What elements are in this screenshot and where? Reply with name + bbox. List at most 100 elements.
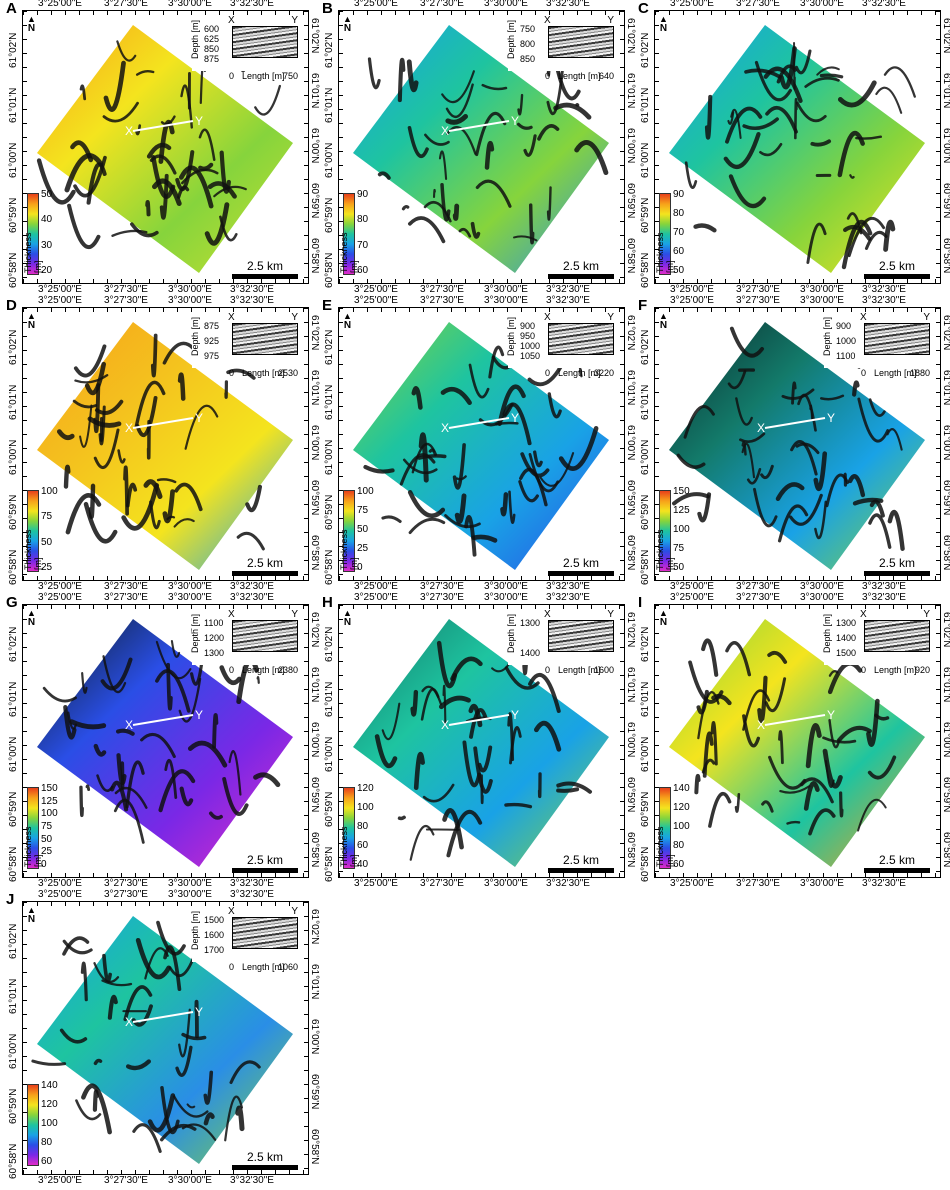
tick-marks xyxy=(339,873,624,877)
color-ramp xyxy=(659,787,671,869)
lat-label-left: 61°02'N xyxy=(324,329,335,365)
channel-feature xyxy=(886,428,903,451)
legend-value: 100 xyxy=(41,486,58,497)
legend-value: 100 xyxy=(41,1118,58,1129)
channel-feature xyxy=(409,824,435,861)
lon-label-bottom: 3°32'30"E xyxy=(862,581,906,592)
channel-feature xyxy=(177,372,186,401)
channel-feature xyxy=(822,748,843,789)
channel-feature xyxy=(222,777,249,816)
length-max: 920 xyxy=(914,665,930,675)
lon-label-bottom: 3°32'30"E xyxy=(230,878,274,889)
inset-y-label: Y xyxy=(291,15,298,26)
lat-label-left: 61°01'N xyxy=(8,978,19,1014)
lon-label-top: 3°32'30"E xyxy=(230,592,274,603)
length-axis-label: Length [m] xyxy=(242,962,285,972)
depth-axis-label: Depth [m] xyxy=(190,316,200,356)
tick-marks xyxy=(655,11,659,283)
lat-label-left: 61°01'N xyxy=(324,87,335,123)
scale-bar: 2.5 km xyxy=(864,259,930,279)
channel-feature xyxy=(694,773,701,795)
channel-feature xyxy=(764,677,787,713)
scale-label: 2.5 km xyxy=(246,259,283,273)
channel-feature xyxy=(808,808,836,836)
legend-value: 75 xyxy=(357,505,369,516)
section-endpoint-label: Y xyxy=(827,411,835,425)
thickness-legend: Thickness [m] 150 125 100 75 50 25 0 xyxy=(23,783,69,873)
lon-label-bottom: 3°32'30"E xyxy=(546,878,590,889)
tick-marks xyxy=(23,902,308,906)
legend-value: 50 xyxy=(357,524,369,535)
arrow-up-icon: ▲ xyxy=(659,14,668,24)
legend-value: 100 xyxy=(357,802,374,813)
lat-label-right: 60°59'N xyxy=(625,777,636,813)
legend-value: 80 xyxy=(357,214,369,226)
channel-feature xyxy=(397,57,406,103)
tick-marks xyxy=(304,605,308,877)
lon-label-bottom: 3°25'00"E xyxy=(354,878,398,889)
channel-feature xyxy=(702,731,714,778)
channel-feature xyxy=(470,221,481,239)
scale-line xyxy=(232,274,298,279)
lon-label-bottom: 3°27'30"E xyxy=(420,581,464,592)
channel-feature xyxy=(418,432,429,483)
lat-label-left: 61°00'N xyxy=(640,439,651,475)
inset-y-label: Y xyxy=(291,312,298,323)
legend-value: 75 xyxy=(41,821,53,832)
channel-feature xyxy=(475,111,507,157)
channel-feature xyxy=(110,780,129,812)
lon-label-top: 3°32'30"E xyxy=(862,0,906,9)
legend-value: 40 xyxy=(41,214,53,226)
map-panel-i: I 3°25'00"E 3°25'00"E 3°27'30"E 3°27'30"E 3°3… xyxy=(638,592,950,891)
channel-feature xyxy=(504,802,533,809)
tick-marks xyxy=(23,605,308,609)
channel-feature xyxy=(67,203,101,250)
channel-feature xyxy=(65,493,102,535)
tick-marks xyxy=(339,605,343,877)
channel-feature xyxy=(83,501,118,544)
lat-label-right: 60°58'N xyxy=(625,535,636,571)
lon-label-bottom: 3°25'00"E xyxy=(38,581,82,592)
map-panel-b: B 3°25'00"E 3°25'00"E 3°27'30"E 3°27'30"E 3°3… xyxy=(322,0,638,297)
legend-value: 120 xyxy=(357,783,374,794)
channel-feature xyxy=(145,200,151,217)
tick-marks xyxy=(655,873,940,877)
lon-label-top: 3°27'30"E xyxy=(736,592,780,603)
depth-tick: 925 xyxy=(204,336,220,346)
inset-y-label: Y xyxy=(607,15,614,26)
channel-feature xyxy=(135,937,172,980)
lat-label-left: 61°02'N xyxy=(324,32,335,68)
scale-label: 2.5 km xyxy=(246,556,283,570)
channel-feature xyxy=(80,961,88,1002)
channel-feature xyxy=(102,655,127,694)
channel-feature xyxy=(228,750,242,796)
length-max: 640 xyxy=(598,71,614,81)
panel-letter: I xyxy=(638,594,643,611)
north-arrow-icon: ▲ N xyxy=(343,15,352,34)
channel-feature xyxy=(184,404,219,450)
channel-feature xyxy=(438,150,448,181)
channel-feature xyxy=(744,68,782,79)
channel-feature xyxy=(63,464,71,489)
channel-feature xyxy=(134,380,166,429)
scale-line xyxy=(548,274,614,279)
north-arrow-icon: ▲ N xyxy=(659,14,668,34)
channel-feature xyxy=(868,398,886,417)
arrow-up-icon: ▲ xyxy=(27,14,36,24)
north-label: N xyxy=(659,23,668,34)
depth-tick: 1500 xyxy=(836,648,857,658)
panel-letter: A xyxy=(6,0,17,17)
lon-label-top: 3°27'30"E xyxy=(420,295,464,306)
channel-feature xyxy=(187,740,228,768)
lat-label-left: 61°02'N xyxy=(324,626,335,662)
depth-tick: 1300 xyxy=(520,618,541,628)
channel-feature xyxy=(98,405,106,446)
legend-value: 60 xyxy=(357,840,369,851)
channel-feature xyxy=(555,68,581,101)
legend-value: 90 xyxy=(357,189,369,200)
map-frame: X Y ▲ N X Y Depth [m] 1300 1400 1500 0 Length [m] 92… xyxy=(654,604,941,878)
channel-feature xyxy=(407,126,429,158)
channel-feature xyxy=(468,363,490,399)
tick-marks xyxy=(936,308,940,580)
north-arrow-icon: ▲ N xyxy=(27,906,36,925)
